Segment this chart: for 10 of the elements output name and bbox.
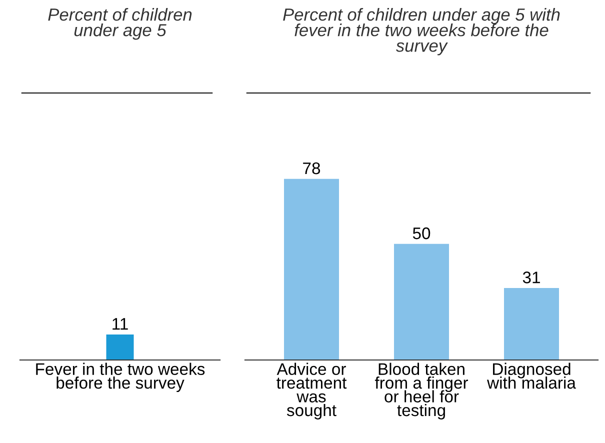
data-label: 50 [412, 227, 430, 240]
chart-title: Percent of children under age 5 with fever in the two weeks before the survey [283, 8, 560, 56]
chart-title: Percent of children under age 5 [48, 8, 192, 40]
data-label: 31 [522, 272, 540, 284]
x-tick-label: Blood taken from a finger or heel for testing [374, 362, 468, 420]
x-tick-label: Advice or treatment was sought [276, 362, 347, 420]
x-tick-label: Diagnosed with malaria [487, 362, 576, 389]
data-label: 11 [112, 318, 128, 330]
data-label: 78 [303, 162, 320, 174]
x-tick-label: Fever in the two weeks before the survey [36, 362, 205, 392]
